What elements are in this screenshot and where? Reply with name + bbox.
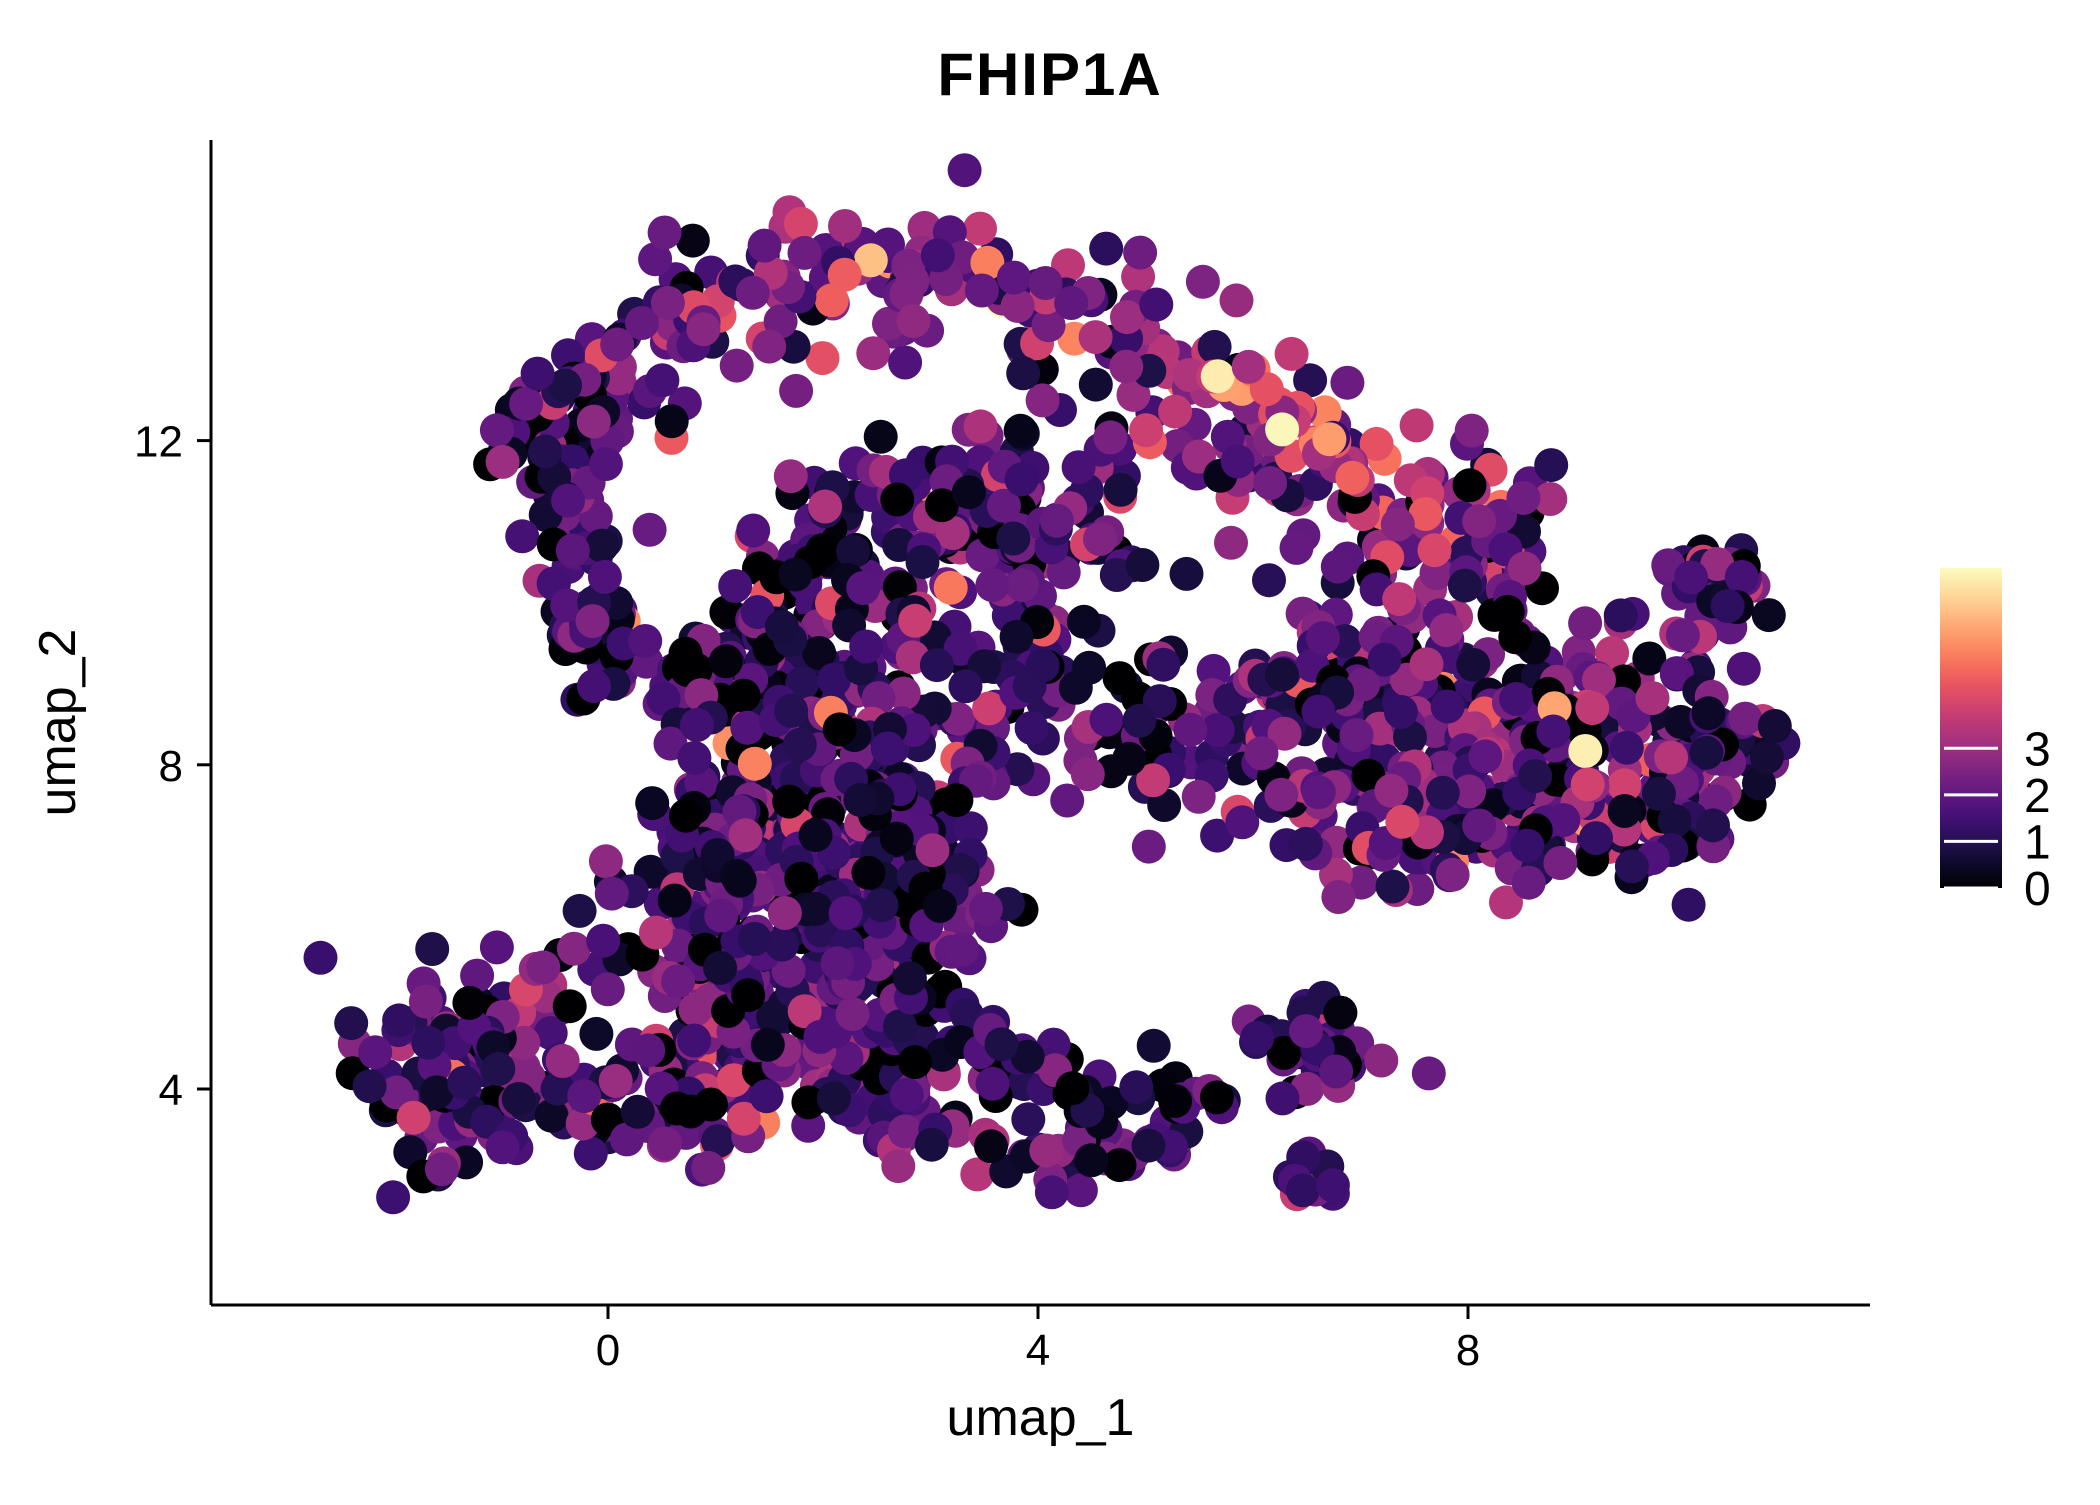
svg-text:12: 12 <box>134 418 183 467</box>
svg-text:8: 8 <box>159 742 183 791</box>
svg-text:4: 4 <box>1026 1326 1050 1375</box>
svg-text:3: 3 <box>2024 723 2051 776</box>
svg-text:1: 1 <box>2024 816 2051 869</box>
svg-text:0: 0 <box>596 1326 620 1375</box>
svg-text:umap_2: umap_2 <box>29 629 87 817</box>
svg-text:2: 2 <box>2024 770 2051 823</box>
svg-text:4: 4 <box>159 1066 183 1115</box>
svg-text:0: 0 <box>2024 863 2051 916</box>
svg-text:8: 8 <box>1456 1326 1480 1375</box>
svg-text:umap_1: umap_1 <box>947 1389 1135 1447</box>
